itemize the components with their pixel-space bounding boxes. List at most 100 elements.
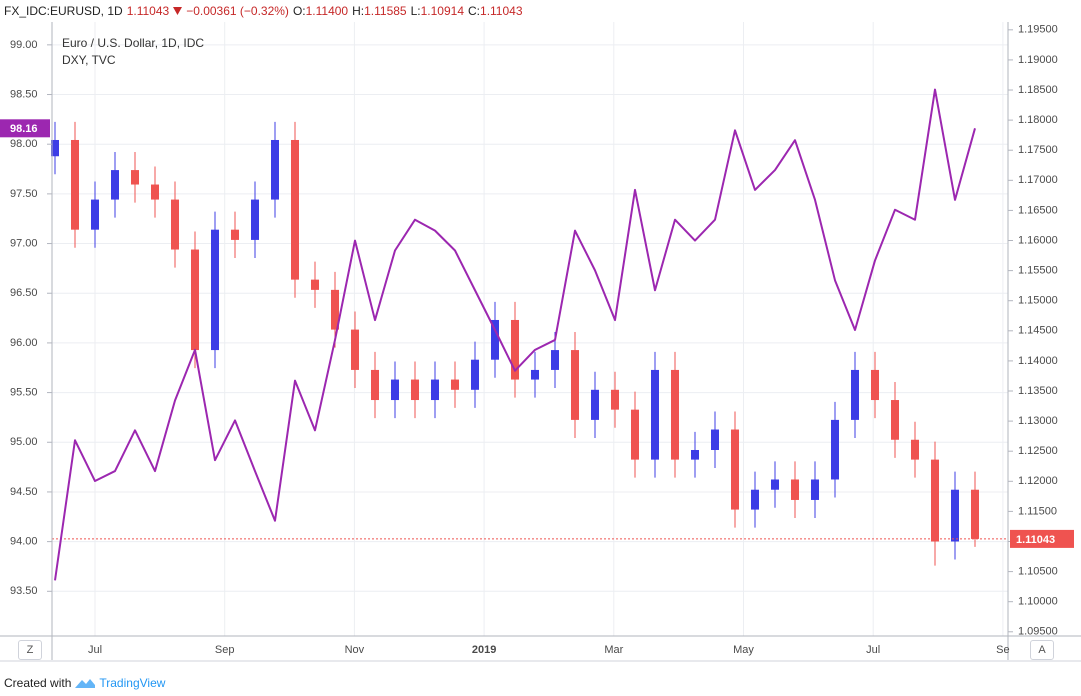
y2-tick-label: 1.18000	[1018, 114, 1058, 126]
last-price: 1.11043	[126, 4, 170, 18]
zoom-button[interactable]: Z	[18, 640, 42, 660]
candle-body	[231, 229, 239, 240]
x-tick-label: Se	[996, 644, 1009, 656]
symbol: FX_IDC:EURUSD, 1D	[4, 4, 123, 18]
quote: O:1.11400 H:1.11585 L:1.10914 C:1.11043	[293, 4, 527, 18]
y-tick-label: 96.50	[10, 287, 38, 299]
header: FX_IDC:EURUSD, 1D 1.11043 −0.00361 (−0.3…	[4, 4, 527, 18]
candle-body	[691, 449, 699, 460]
y-tick-label: 98.00	[10, 138, 38, 150]
y2-tick-label: 1.17000	[1018, 174, 1058, 186]
candle-body	[871, 369, 879, 401]
candle-body	[831, 419, 839, 480]
y2-tick-label: 1.15000	[1018, 295, 1058, 307]
y-tick-label: 97.50	[10, 188, 38, 200]
candle-body	[751, 489, 759, 510]
quote-value: 1.11400	[305, 4, 349, 18]
candle-body	[631, 409, 639, 460]
y2-tick-label: 1.18500	[1018, 84, 1058, 96]
brand: TradingView	[99, 676, 166, 690]
x-tick-label: 2019	[472, 644, 496, 656]
candle-body	[151, 184, 159, 200]
candle-body	[671, 369, 679, 460]
candle-body	[531, 369, 539, 380]
candle-body	[431, 379, 439, 401]
y2-tick-label: 1.16500	[1018, 204, 1058, 216]
candle-body	[351, 329, 359, 370]
candle-body	[471, 359, 479, 390]
candle-body	[371, 369, 379, 401]
y-tick-label: 98.50	[10, 88, 38, 100]
x-tick-label: Nov	[345, 644, 365, 656]
y-tick-label: 94.00	[10, 536, 38, 548]
candle-body	[571, 350, 579, 420]
last-price-tag	[1010, 529, 1074, 548]
candle-body	[611, 389, 619, 410]
x-tick-label: Jul	[88, 644, 102, 656]
y2-tick-label: 1.12500	[1018, 445, 1058, 457]
candle-body	[851, 369, 859, 420]
y-tick-label: 97.00	[10, 237, 38, 249]
quote-label: H:	[352, 4, 365, 18]
candle-body	[271, 139, 279, 200]
y2-tick-label: 1.11500	[1018, 505, 1057, 517]
y2-tick-label: 1.10500	[1018, 565, 1058, 577]
change: −0.00361 (−0.32%)	[186, 4, 289, 18]
candle-body	[451, 379, 459, 390]
candle-body	[971, 489, 979, 539]
y2-tick-label: 1.12000	[1018, 475, 1058, 487]
candle-body	[91, 199, 99, 230]
candle-body	[391, 379, 399, 401]
y-tick-label: 95.50	[10, 386, 38, 398]
y-tick-label: 96.00	[10, 337, 38, 349]
candle-body	[111, 170, 119, 200]
y2-tick-label: 1.19500	[1018, 24, 1058, 36]
candle-body	[211, 229, 219, 351]
candle-body	[771, 479, 779, 490]
candle-body	[731, 429, 739, 510]
last-price-label: 1.11043	[1016, 534, 1055, 546]
candle-body	[291, 139, 299, 280]
series-label: DXY, TVC	[62, 53, 116, 67]
quote-value: 1.10914	[420, 4, 465, 18]
last-value-tag	[0, 119, 50, 138]
candle-body	[51, 139, 59, 157]
candle-body	[711, 429, 719, 450]
candle-body	[191, 249, 199, 351]
candle-body	[591, 389, 599, 420]
y2-tick-label: 1.10000	[1018, 596, 1058, 608]
y2-tick-label: 1.13500	[1018, 385, 1058, 397]
y2-tick-label: 1.16000	[1018, 234, 1058, 246]
y2-tick-label: 1.19000	[1018, 54, 1058, 66]
candle-body	[491, 319, 499, 360]
auto-button[interactable]: A	[1030, 640, 1054, 660]
y2-tick-label: 1.09500	[1018, 626, 1058, 638]
quote-value: 1.11043	[480, 4, 523, 18]
y-tick-label: 94.50	[10, 486, 38, 498]
candle-body	[651, 369, 659, 460]
candle-body	[311, 279, 319, 290]
x-tick-label: Sep	[215, 644, 235, 656]
candle-body	[171, 199, 179, 250]
candle-body	[511, 319, 519, 380]
candle-body	[951, 489, 959, 542]
quote-value: 1.11585	[364, 4, 407, 18]
last-value-label: 98.16	[10, 123, 38, 135]
series-label: Euro / U.S. Dollar, 1D, IDC	[62, 36, 204, 50]
created-with: Created with	[4, 676, 72, 690]
candle-body	[911, 439, 919, 460]
down-arrow	[173, 7, 183, 15]
y-tick-label: 93.50	[10, 585, 38, 597]
candle-body	[931, 459, 939, 542]
x-tick-label: Jul	[866, 644, 880, 656]
candle-body	[791, 479, 799, 500]
candle-body	[811, 479, 819, 500]
y2-tick-label: 1.13000	[1018, 415, 1058, 427]
candle-body	[71, 139, 79, 230]
quote-label: L:	[410, 4, 421, 18]
quote-label: C:	[468, 4, 481, 18]
candle-body	[891, 400, 899, 440]
y2-tick-label: 1.15500	[1018, 265, 1058, 277]
y-tick-label: 95.00	[10, 436, 38, 448]
dxy-line	[54, 88, 976, 581]
